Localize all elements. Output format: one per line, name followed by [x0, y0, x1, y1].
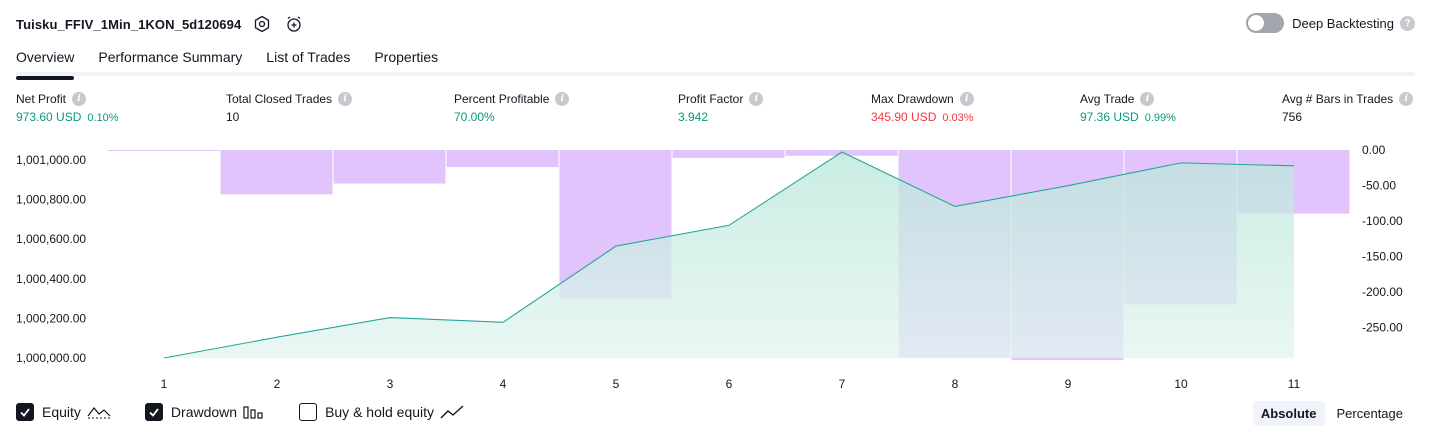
left-tick-label: 1,000,400.00	[16, 272, 86, 286]
info-icon[interactable]: i	[749, 92, 764, 106]
right-tick-label: -250.00	[1362, 321, 1403, 335]
metric-value: 97.36 USD	[1080, 110, 1139, 124]
report-tabs: Overview Performance Summary List of Tra…	[16, 44, 1415, 80]
x-tick-label: 7	[839, 377, 846, 391]
right-tick-label: 0.00	[1362, 143, 1386, 157]
left-tick-label: 1,000,200.00	[16, 311, 86, 325]
left-tick-label: 1,000,600.00	[16, 232, 86, 246]
metric-value: 973.60 USD	[16, 110, 82, 124]
metric-percent: 0.99%	[1144, 112, 1176, 124]
info-icon[interactable]: i	[555, 92, 570, 106]
metric-net-profit: Net Profit i 973.60 USD 0.10%	[16, 92, 119, 124]
metric-value: 756	[1282, 110, 1303, 124]
x-tick-label: 8	[952, 377, 959, 391]
metric-label: Max Drawdown	[871, 92, 954, 106]
right-axis: 0.00 -50.00 -100.00 -150.00 -200.00 -250.00	[1362, 143, 1403, 335]
drawdown-bars-icon	[243, 404, 265, 420]
tab-performance-summary[interactable]: Performance Summary	[98, 49, 243, 65]
help-icon[interactable]: ?	[1400, 15, 1415, 31]
metric-percent: 0.10%	[87, 112, 119, 124]
x-tick-label: 5	[613, 377, 620, 391]
drawdown-bar	[220, 150, 333, 195]
metric-avg-trade: Avg Trade i 97.36 USD 0.99%	[1080, 92, 1176, 124]
metric-value: 345.90 USD	[871, 110, 937, 124]
metric-percent-profitable: Percent Profitable i 70.00%	[454, 92, 570, 124]
x-tick-label: 9	[1065, 377, 1072, 391]
x-tick-label: 4	[500, 377, 507, 391]
metric-avg-bars-in-trades: Avg # Bars in Trades i 756	[1282, 92, 1414, 124]
buy-hold-line-icon	[440, 404, 464, 420]
left-tick-label: 1,000,000.00	[16, 351, 86, 365]
info-icon[interactable]: i	[1140, 92, 1155, 106]
absolute-mode-button[interactable]: Absolute	[1252, 401, 1325, 426]
x-tick-label: 1	[161, 377, 168, 391]
metric-profit-factor: Profit Factor i 3.942	[678, 92, 764, 124]
info-icon[interactable]: i	[338, 92, 353, 106]
metric-total-closed-trades: Total Closed Trades i 10	[226, 92, 353, 124]
metric-label: Percent Profitable	[454, 92, 550, 106]
toggle-knob	[1248, 15, 1265, 31]
alarm-clock-add-icon[interactable]	[283, 13, 305, 35]
x-tick-label: 10	[1174, 377, 1188, 391]
left-axis: 1,001,000.00 1,000,800.00 1,000,600.00 1,00…	[16, 153, 86, 365]
drawdown-bar	[333, 150, 446, 184]
x-tick-label: 11	[1288, 377, 1301, 391]
metric-max-drawdown: Max Drawdown i 345.90 USD 0.03%	[871, 92, 974, 124]
left-tick-label: 1,001,000.00	[16, 153, 86, 167]
chart-legend: Equity Drawdown Buy & hold equity	[16, 403, 498, 421]
legend-equity[interactable]: Equity	[16, 403, 111, 421]
strategy-name: Tuisku_FFIV_1Min_1KON_5d120694	[16, 16, 242, 32]
right-tick-label: -150.00	[1362, 250, 1403, 264]
strategy-header: Tuisku_FFIV_1Min_1KON_5d120694	[16, 10, 305, 38]
legend-buy-hold[interactable]: Buy & hold equity	[299, 403, 464, 421]
info-icon[interactable]: i	[1399, 92, 1414, 106]
deep-backtesting-label: Deep Backtesting	[1292, 15, 1394, 31]
x-tick-label: 2	[274, 377, 281, 391]
equity-line-icon	[87, 404, 111, 420]
deep-backtesting-control: Deep Backtesting ?	[1246, 13, 1415, 33]
equity-checkbox[interactable]	[16, 403, 34, 421]
metric-percent: 0.03%	[942, 112, 974, 124]
tab-properties[interactable]: Properties	[374, 49, 439, 65]
info-icon[interactable]: i	[72, 92, 87, 106]
metric-label: Net Profit	[16, 92, 67, 106]
drawdown-bar	[446, 150, 559, 168]
legend-label: Buy & hold equity	[325, 404, 435, 420]
left-tick-label: 1,000,800.00	[16, 193, 86, 207]
metric-label: Avg # Bars in Trades	[1282, 92, 1394, 106]
drawdown-bar	[672, 150, 785, 158]
legend-drawdown[interactable]: Drawdown	[144, 403, 265, 421]
metrics-row: Net Profit i 973.60 USD 0.10% Total Closed…	[16, 92, 1415, 132]
percentage-mode-button[interactable]: Percentage	[1336, 406, 1404, 421]
x-axis: 1 2 3 4 5 6 7 8 9 10 11	[161, 377, 1301, 391]
equity-series	[163, 151, 1295, 359]
drawdown-checkbox[interactable]	[144, 403, 163, 421]
equity-drawdown-chart: 1,001,000.00 1,000,800.00 1,000,600.00 1,00…	[16, 143, 1403, 391]
metric-label: Total Closed Trades	[226, 92, 333, 106]
legend-label: Drawdown	[170, 404, 238, 420]
tab-list-of-trades[interactable]: List of Trades	[266, 49, 351, 65]
metric-label: Profit Factor	[678, 92, 744, 106]
right-tick-label: -50.00	[1362, 179, 1396, 193]
x-tick-label: 3	[387, 377, 394, 391]
equity-line	[163, 151, 1295, 359]
metric-value: 3.942	[678, 110, 709, 124]
right-tick-label: -100.00	[1362, 214, 1403, 228]
x-tick-label: 6	[726, 377, 733, 391]
buy-hold-checkbox[interactable]	[299, 403, 318, 421]
deep-backtesting-toggle[interactable]	[1246, 13, 1285, 33]
metric-label: Avg Trade	[1080, 92, 1135, 106]
settings-icon[interactable]	[251, 13, 273, 35]
legend-label: Equity	[42, 404, 81, 420]
drawdown-bar	[107, 150, 220, 151]
info-icon[interactable]: i	[959, 92, 974, 106]
metric-value: 70.00%	[454, 110, 495, 124]
mode-switch: Absolute Percentage	[1249, 401, 1411, 426]
right-tick-label: -200.00	[1362, 285, 1403, 299]
metric-value: 10	[226, 110, 240, 124]
equity-area	[164, 151, 1294, 358]
tab-overview[interactable]: Overview	[16, 44, 75, 80]
